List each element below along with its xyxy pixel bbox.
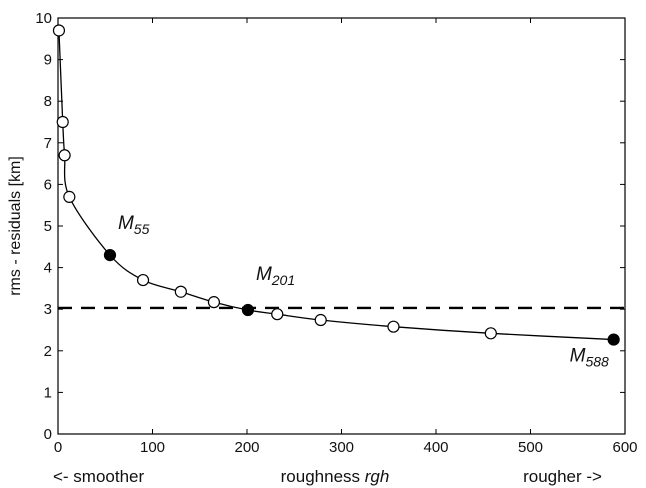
y-tick-label: 9: [44, 52, 52, 69]
series-curve: [58, 30, 614, 341]
y-axis-label: rms - residuals [km]: [7, 156, 24, 296]
x-tick-label: 0: [54, 439, 62, 456]
y-tick-label: 6: [44, 176, 52, 193]
data-point: [484, 327, 497, 340]
annotation-m201: M201: [256, 264, 295, 288]
data-point: [207, 296, 221, 309]
y-axis-ticks: 0 1 2 3 4 5 6 7 8 9 10: [35, 10, 625, 443]
data-point: [56, 115, 69, 129]
x-axis-label-right: rougher ->: [523, 467, 602, 486]
x-axis-label-variable: rgh: [365, 467, 390, 486]
data-point: [136, 273, 150, 287]
highlighted-point: [103, 249, 117, 262]
model-annotations: M55 M201 M588: [118, 213, 609, 369]
highlighted-point: [607, 333, 620, 346]
data-point: [271, 308, 284, 321]
x-tick-label: 200: [234, 439, 259, 456]
data-point: [387, 320, 400, 333]
x-axis-ticks: 0 100 200 300 400 500 600: [54, 18, 638, 456]
data-point: [314, 313, 327, 327]
annotation-m55: M55: [118, 213, 150, 237]
x-axis-label-left: <- smoother: [53, 467, 145, 486]
data-point: [174, 285, 187, 298]
y-tick-label: 2: [44, 343, 52, 360]
data-point: [63, 190, 76, 203]
series-points: [52, 24, 620, 346]
y-tick-label: 10: [35, 10, 52, 27]
y-tick-label: 0: [44, 426, 52, 443]
y-tick-label: 4: [44, 260, 52, 277]
x-tick-label: 300: [329, 439, 354, 456]
x-axis-label-prefix: roughness: [281, 467, 365, 486]
x-tick-label: 400: [423, 439, 448, 456]
x-tick-label: 100: [140, 439, 165, 456]
x-tick-label: 500: [518, 439, 543, 456]
highlighted-point: [241, 303, 255, 317]
y-tick-label: 5: [44, 218, 52, 235]
y-tick-label: 1: [44, 384, 52, 401]
y-tick-label: 7: [44, 135, 52, 152]
y-tick-label: 3: [44, 301, 52, 318]
y-tick-label: 8: [44, 93, 52, 110]
data-point: [58, 149, 71, 162]
x-axis-label-middle: roughness rgh: [281, 467, 390, 486]
x-tick-label: 600: [612, 439, 637, 456]
data-point: [52, 24, 66, 37]
annotation-m588: M588: [570, 346, 609, 370]
